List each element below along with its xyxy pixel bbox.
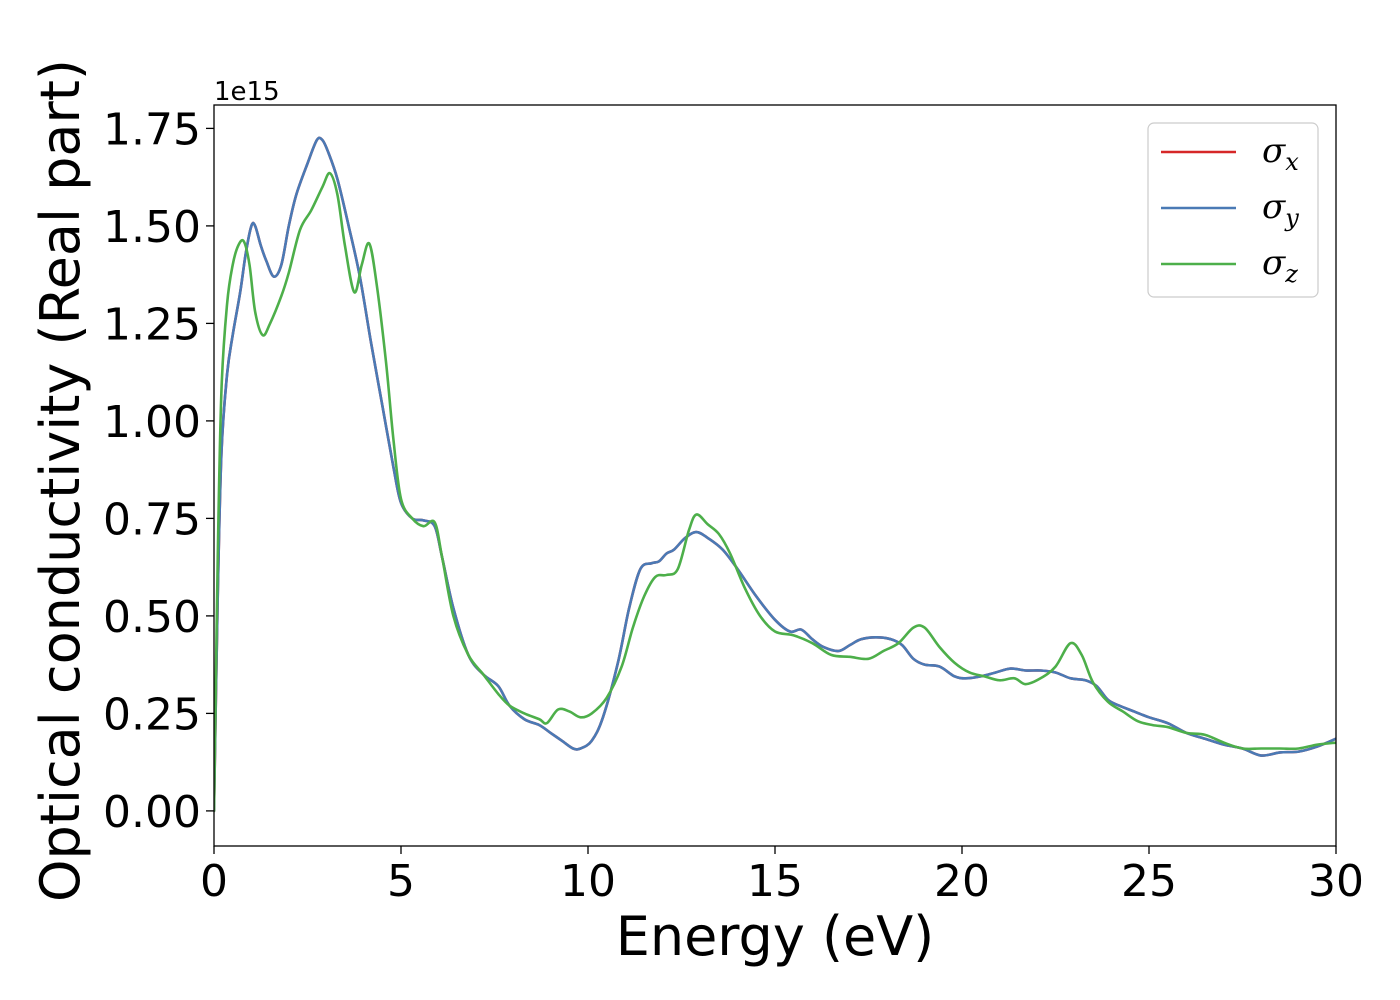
x-tick-label: 5 xyxy=(387,856,415,907)
x-tick-label: 15 xyxy=(747,856,803,907)
series-line-z xyxy=(214,171,1336,813)
x-axis-ticks: 0 5 10 15 20 25 30 xyxy=(200,846,1364,907)
x-tick-label: 25 xyxy=(1121,856,1177,907)
y-tick-label: 1.50 xyxy=(103,202,201,253)
y-tick-label: 0.75 xyxy=(103,494,201,545)
y-tick-label: 0.50 xyxy=(103,592,201,643)
y-tick-label: 1.00 xyxy=(103,397,201,448)
x-tick-label: 10 xyxy=(560,856,616,907)
x-tick-label: 0 xyxy=(200,856,228,907)
x-tick-label: 30 xyxy=(1308,856,1364,907)
legend-label-x: σx xyxy=(1262,131,1299,176)
legend-label-y: σy xyxy=(1262,187,1299,232)
series-layer xyxy=(214,136,1336,813)
y-axis-ticks: 0.00 0.25 0.50 0.75 1.00 1.25 1.50 1.75 xyxy=(103,104,214,838)
x-axis-title: Energy (eV) xyxy=(616,905,935,968)
y-axis-title: Optical conductivity (Real part) xyxy=(29,59,92,902)
y-tick-label: 1.75 xyxy=(103,104,201,155)
y-tick-label: 0.25 xyxy=(103,689,201,740)
legend: σx σy σz xyxy=(1147,122,1319,298)
legend-label-z: σz xyxy=(1262,243,1298,288)
x-tick-label: 20 xyxy=(934,856,990,907)
series-line-y xyxy=(214,136,1336,813)
legend-box xyxy=(1147,122,1319,298)
y-tick-label: 0.00 xyxy=(103,787,201,838)
y-offset-label: 1e15 xyxy=(214,77,280,107)
y-tick-label: 1.25 xyxy=(103,299,201,350)
